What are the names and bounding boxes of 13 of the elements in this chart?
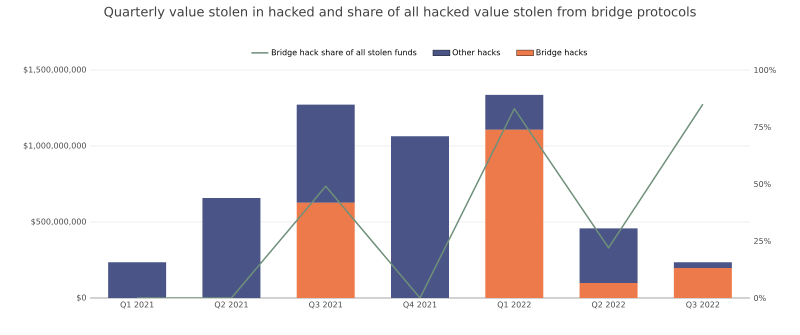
chart-title: Quarterly value stolen in hacked and share of all hacked value stolen from bridge protocols — [104, 6, 696, 20]
bar — [296, 202, 355, 298]
bar — [485, 94, 544, 130]
line-series — [136, 103, 704, 298]
bar — [108, 262, 166, 298]
bar — [296, 104, 355, 203]
bar — [580, 228, 638, 283]
bar — [485, 130, 544, 298]
bar — [391, 136, 449, 298]
bar — [202, 198, 260, 298]
bar — [580, 282, 638, 298]
bar — [674, 268, 732, 298]
bar — [674, 262, 732, 268]
